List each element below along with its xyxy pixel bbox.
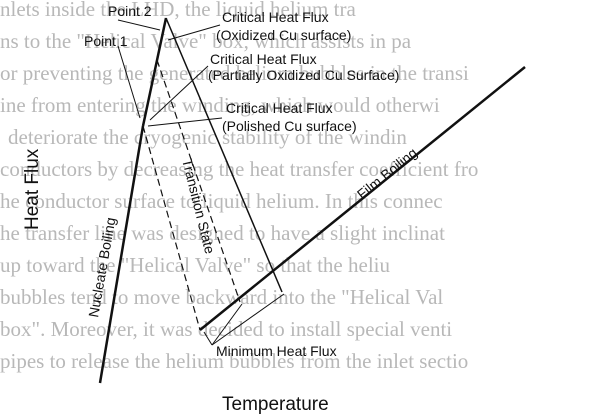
film-line [199, 66, 526, 331]
transition-oxidized [165, 17, 283, 293]
background-line: nlets inside the LHD, the liquid helium … [0, 0, 356, 21]
pointer [117, 45, 141, 119]
background-line: pipes to release the helium bubbles from… [0, 349, 468, 373]
background-line: ns to the "Helical Valve" box, which ass… [0, 29, 412, 53]
background-line: he conductor surface to liquid helium. I… [0, 189, 443, 213]
axis-label: Heat Flux [22, 148, 43, 230]
label: Point 2 [108, 3, 152, 19]
background-line: ine from entering the winding, which wou… [0, 93, 440, 117]
pointer [203, 331, 213, 346]
label: (Polished Cu surface) [222, 118, 357, 134]
label: (Oxidized Cu surface) [216, 27, 351, 43]
label: Point 1 [84, 33, 128, 49]
pointer [147, 117, 223, 127]
background-line: bubbles tend to move backward into the "… [0, 285, 443, 309]
transition-polished [142, 125, 201, 331]
label: (Partially Oxidized Cu Surface) [208, 67, 399, 83]
background-line: deteriorate the cryogenic stability of t… [8, 125, 407, 149]
pointer [167, 24, 221, 41]
background-line: up toward the "Helical Valve" so that th… [0, 253, 390, 277]
pointer [211, 303, 243, 346]
label: Critical Heat Flux [222, 9, 329, 25]
axis-label: Temperature [222, 394, 329, 415]
curves [98, 17, 526, 384]
pointer [211, 293, 285, 346]
background-line: he transfer line was designed to have a … [0, 221, 445, 245]
label: Critical Heat Flux [210, 51, 317, 67]
pointer [117, 19, 161, 31]
oxidized-line [141, 17, 168, 127]
label: Minimum Heat Flux [216, 343, 337, 359]
pointer [149, 65, 209, 121]
background-line: or preventing the generated helium bubbl… [0, 61, 469, 85]
nucleate-line [98, 125, 145, 384]
background-line: box". Moreover, it was decided to instal… [0, 317, 452, 341]
label: Critical Heat Flux [226, 100, 333, 116]
background-text: nlets inside the LHD, the liquid helium … [0, 0, 478, 373]
transition-partial [156, 59, 241, 303]
